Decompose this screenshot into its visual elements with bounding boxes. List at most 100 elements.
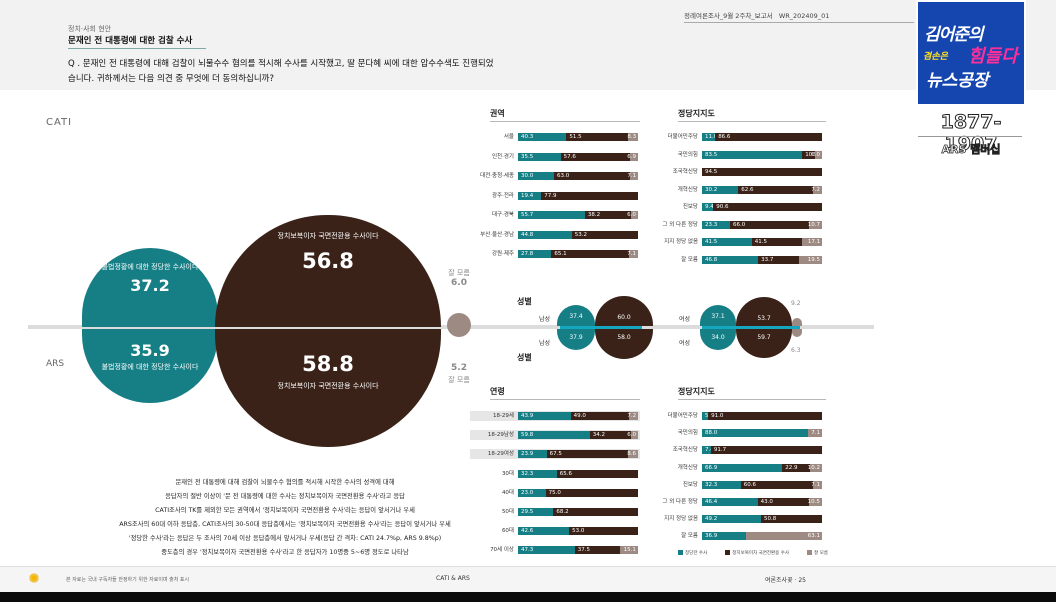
bar-value-gray: 7.1 — [811, 430, 820, 437]
bar-segment-brown: 33.7 — [758, 255, 799, 264]
bar-value-brown: 68.2 — [556, 509, 569, 515]
bar-row: 진보당 32.3 60.6 7.1 — [683, 480, 822, 489]
bar-value-gray: 8.6 — [627, 451, 636, 458]
bar-value-brown: 51.5 — [569, 134, 582, 140]
party-bottom-title-line — [678, 399, 826, 400]
logo-line-3: 힘들다 — [968, 46, 1018, 67]
bar-segment-teal: 66.9 — [702, 463, 783, 472]
bar-value-teal: 36.9 — [705, 533, 718, 540]
bar-segment-gray: 6.0 — [627, 431, 638, 440]
bar-value-teal: 44.8 — [521, 231, 534, 238]
bar-row: 지지 정당 없음 49.2 50.8 — [664, 515, 822, 524]
age-title-line — [490, 399, 640, 400]
bar-row-label: 지지 정당 없음 — [664, 239, 698, 245]
bar-value-gray: 7.2 — [811, 186, 820, 193]
bar-segment-brown: 53.2 — [571, 230, 638, 239]
bar-row: 그 외 다른 정당 23.3 66.0 10.7 — [662, 220, 822, 229]
cati-teal-label: 불법정황에 대한 정당한 수사이다 — [101, 263, 199, 271]
bar-value-brown: 53.0 — [572, 528, 585, 535]
bar-segment-gray: 6.0 — [627, 211, 638, 219]
bar-value-brown: 50.8 — [764, 516, 777, 523]
cati-female-gray-dot — [792, 318, 802, 326]
bar-row: 40대 23.0 75.0 — [502, 488, 638, 497]
party-bottom-section-title: 정당지지도 — [678, 387, 715, 396]
bar-value-teal: 30.2 — [705, 186, 718, 193]
ars-brown-text: 58.8 정치보복이자 국면전환용 수사이다 — [268, 352, 388, 391]
bar-segment-brown: 10.5 — [802, 150, 818, 159]
bar-segment-gray: 8.6 — [627, 450, 638, 459]
ars-female-gray-value: 6.3 — [791, 347, 801, 354]
bar-row: 50대 29.5 68.2 — [502, 508, 638, 516]
report-name: 정례여론조사_9월 2주차_보고서 — [684, 12, 773, 20]
bar-segment-gray: 6.0 — [811, 150, 822, 159]
bar-row: 지지 정당 없음 41.5 41.5 17.1 — [664, 238, 823, 246]
bar-row: 대구·경북 55.7 38.2 6.0 — [492, 211, 638, 219]
bar-segment-teal: 35.5 — [518, 152, 561, 161]
bar-segment-gray: 7.1 — [807, 429, 822, 438]
bar-value-teal: 47.3 — [521, 547, 534, 554]
male-label-cati: 남성 — [539, 316, 551, 323]
bar-value-brown: 33.7 — [761, 256, 774, 263]
bar-segment-brown: 63.0 — [554, 172, 630, 180]
bar-value-brown: 10.5 — [805, 151, 818, 158]
bar-row-label: 40대 — [501, 489, 514, 496]
bar-segment-gray: 6.9 — [627, 152, 638, 161]
bar-row-label: 잘 모름 — [681, 256, 698, 263]
footer-left: 본 자료는 국내 구독자들 한정하기 위한 자료이며 출처 표시 — [66, 577, 190, 583]
ars-teal-value: 35.9 — [130, 341, 170, 360]
cati-male-brown: 60.0 — [595, 296, 653, 326]
bar-segment-teal: 59.8 — [518, 431, 590, 440]
bar-row-label: 대전·충청·세종 — [480, 173, 514, 179]
bar-row-label: 더불어민주당 — [667, 134, 698, 140]
bar-row: 잘 모름 36.9 63.1 — [681, 532, 822, 541]
cati-dk-value: 6.0 — [451, 278, 467, 288]
bar-row: 광주·전라 19.4 77.9 — [492, 191, 638, 200]
bar-value-brown: 53.2 — [574, 231, 587, 238]
summary-line-6: 중도층의 경우 '정치보복이자 국면전환용 수사'라고 한 응답자가 10명중 … — [161, 549, 409, 556]
bar-value-brown: 37.5 — [577, 547, 590, 554]
gender-top-title: 성별 — [517, 297, 532, 306]
top-band — [0, 0, 1056, 90]
bar-value-gray: 8.3 — [627, 134, 637, 140]
bar-row: 60대 42.6 53.0 — [502, 527, 638, 536]
cati-brown-label: 정치보복이자 국면전환용 수사이다 — [277, 232, 379, 240]
phone-divider — [918, 136, 1022, 137]
bar-value-brown: 77.9 — [544, 192, 557, 199]
bar-row-label: 그 외 다른 정당 — [662, 499, 698, 505]
region-title-line — [490, 121, 640, 122]
bar-value-teal: 43.9 — [521, 413, 534, 419]
bar-value-teal: 23.0 — [521, 489, 534, 496]
bar-value-gray: 7.2 — [627, 413, 637, 419]
cati-male-teal: 37.4 — [557, 305, 595, 326]
title-underline — [68, 48, 206, 49]
dk-circle — [447, 313, 471, 337]
bar-value-brown: 67.5 — [549, 451, 562, 458]
bar-row: 70세 이상 47.3 37.5 15.1 — [490, 546, 638, 555]
bar-value-brown: 49.0 — [573, 413, 586, 419]
bar-value-teal: 41.5 — [705, 239, 718, 245]
bar-value-brown: 91.0 — [711, 413, 724, 419]
bar-row: 더불어민주당5.191.0 — [668, 412, 822, 420]
bar-value-teal: 55.7 — [521, 212, 534, 218]
cati-female-gray-value: 9.2 — [791, 300, 801, 307]
bar-value-teal: 27.8 — [521, 251, 534, 257]
bar-segment-teal: 49.2 — [702, 515, 762, 524]
bar-segment-teal: 44.8 — [518, 230, 572, 239]
male-highlight-band — [560, 324, 642, 331]
bottom-black-band — [0, 592, 1056, 602]
bar-value-brown: 75.0 — [548, 489, 561, 496]
bar-value-teal: 49.2 — [705, 516, 718, 523]
bar-row: 개혁신당 66.9 22.9 10.2 — [678, 463, 822, 472]
phone-number: 1877-1907 — [940, 111, 1002, 156]
bar-segment-brown: 53.0 — [569, 527, 638, 536]
bar-segment-brown: 86.6 — [715, 133, 822, 141]
cati-female-brown: 53.7 — [736, 297, 792, 326]
bar-segment-brown: 43.0 — [757, 498, 810, 506]
bar-segment-brown: 49.0 — [570, 412, 630, 420]
bar-segment-teal: 36.9 — [702, 532, 747, 541]
ars-brown-value: 58.8 — [302, 352, 354, 376]
bar-row-label: 70세 이상 — [490, 547, 514, 554]
bar-row: 강원·제주 27.8 65.1 7.1 — [492, 250, 638, 258]
bar-value-gray: 6.0 — [627, 212, 636, 218]
bar-value-gray: 6.0 — [627, 432, 636, 439]
